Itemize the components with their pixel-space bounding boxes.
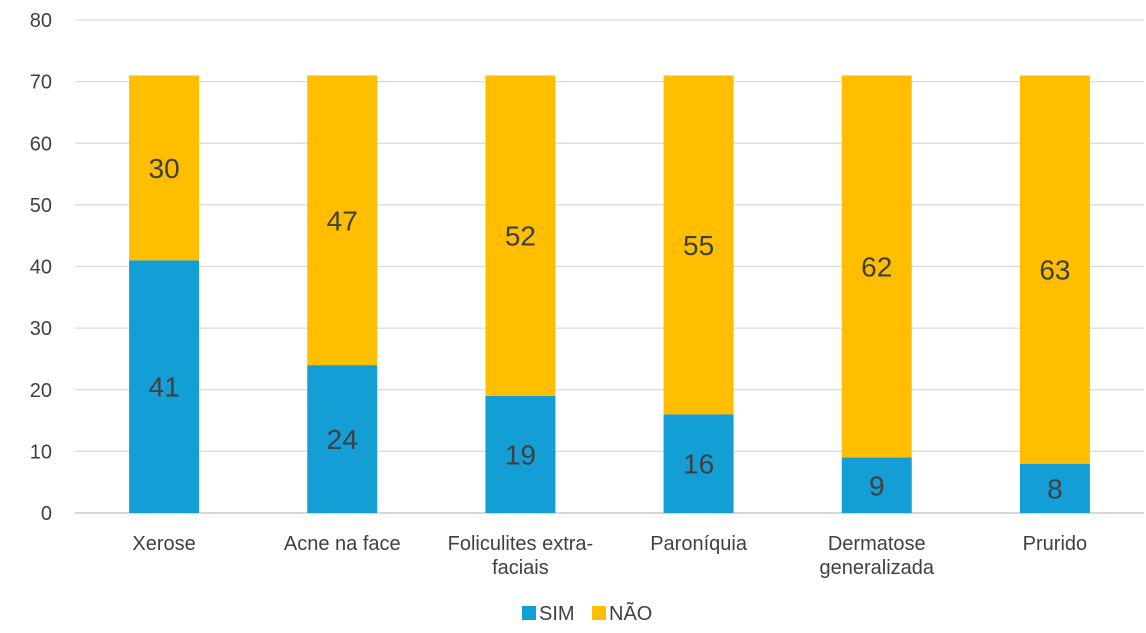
bar-no-4 <box>841 75 912 458</box>
y-tick-label: 50 <box>30 195 52 217</box>
y-axis-ticks: 0 10 20 30 40 50 60 70 80 <box>30 10 52 525</box>
bar-no-2 <box>485 75 556 396</box>
y-tick-label: 80 <box>30 10 52 32</box>
bars <box>129 75 1090 513</box>
legend-swatch <box>592 606 606 620</box>
data-labels: 41 30 24 47 19 52 16 55 9 62 8 63 <box>149 153 1071 504</box>
data-label: 52 <box>505 221 536 252</box>
data-label: 47 <box>327 205 358 236</box>
x-axis-categories: Xerose Acne na face Foliculites extra-faci… <box>132 533 1087 579</box>
bar-no-5 <box>1019 75 1090 464</box>
data-label: 24 <box>327 424 358 455</box>
legend: SIM NÃO <box>522 601 652 625</box>
bar-sim-3 <box>663 414 734 513</box>
bar-no-1 <box>307 75 378 366</box>
bar-sim-4 <box>841 457 912 513</box>
data-label: 55 <box>683 230 714 261</box>
y-tick-label: 0 <box>41 503 52 525</box>
data-label: 9 <box>869 470 885 501</box>
category-label: Acne na face <box>284 533 401 555</box>
legend-swatch <box>522 606 536 620</box>
data-label: 41 <box>149 372 180 403</box>
y-tick-label: 10 <box>30 441 52 463</box>
gridlines <box>75 19 1144 514</box>
data-label: 63 <box>1039 255 1070 286</box>
y-tick-label: 60 <box>30 133 52 155</box>
y-tick-label: 40 <box>30 257 52 279</box>
data-label: 30 <box>149 153 180 184</box>
bar-sim-0 <box>129 260 200 513</box>
bar-no-0 <box>129 75 200 261</box>
y-tick-label: 70 <box>30 72 52 94</box>
y-tick-label: 30 <box>30 318 52 340</box>
category-label: Foliculites extra-faciais <box>448 533 594 579</box>
data-label: 62 <box>861 252 892 283</box>
category-label: Xerose <box>132 533 195 555</box>
category-label: Paroníquia <box>650 533 748 555</box>
bar-no-3 <box>663 75 734 415</box>
bar-sim-1 <box>307 365 378 513</box>
legend-label: SIM <box>539 603 575 625</box>
data-label: 16 <box>683 449 714 480</box>
category-label: Prurido <box>1023 533 1087 555</box>
legend-label: NÃO <box>609 601 652 625</box>
y-tick-label: 20 <box>30 380 52 402</box>
bar-sim-5 <box>1019 463 1090 513</box>
data-label: 19 <box>505 439 536 470</box>
data-label: 8 <box>1047 473 1063 504</box>
bar-sim-2 <box>485 395 556 513</box>
category-label: Dermatose generalizada <box>819 533 934 579</box>
